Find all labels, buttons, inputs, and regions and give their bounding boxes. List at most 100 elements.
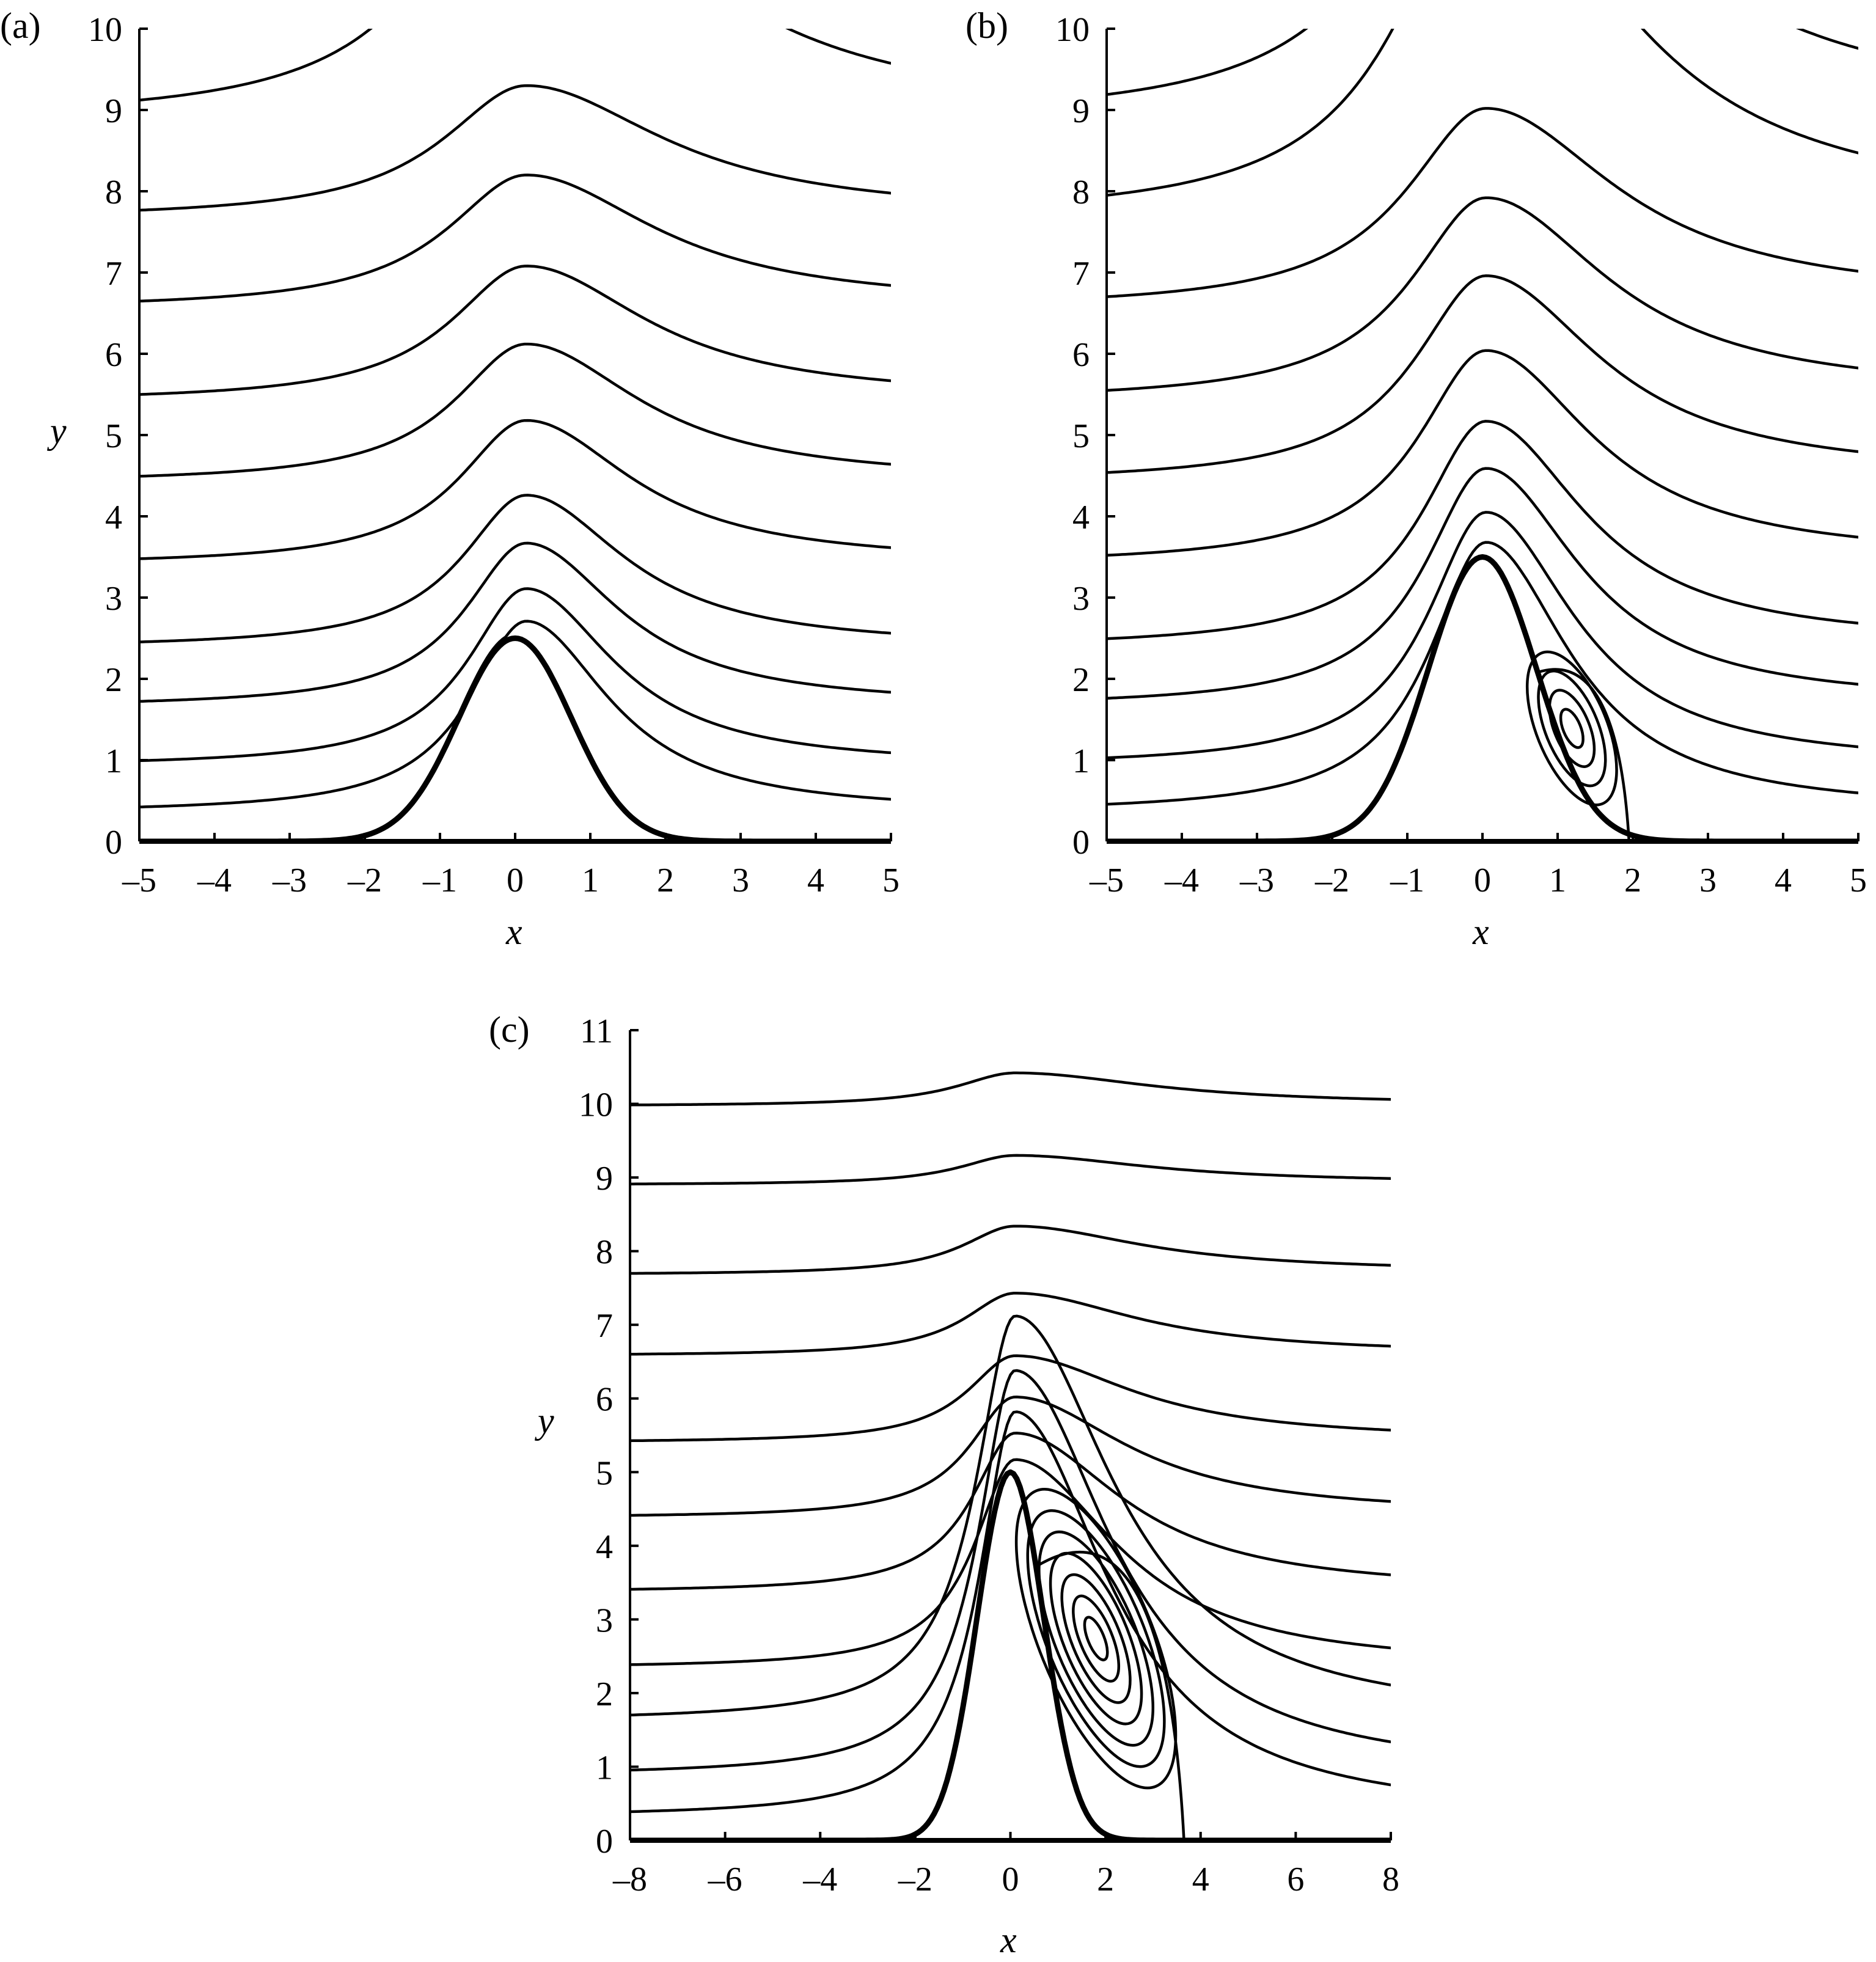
panel-a-label: (a) (0, 5, 41, 46)
panel-c-label: (c) (489, 1009, 530, 1050)
streamline (1107, 541, 1858, 806)
y-tick-label: 0 (596, 1823, 613, 1861)
bump-surface (630, 1469, 1391, 1840)
x-tick-label: 2 (1097, 1861, 1114, 1898)
y-tick-label: 9 (1072, 92, 1090, 130)
vortex-contour (1038, 1530, 1155, 1747)
y-tick-label: 9 (105, 92, 122, 130)
streamline (630, 1410, 1391, 1814)
streamline (630, 1224, 1391, 1275)
y-tick-label: 1 (596, 1749, 613, 1787)
panel-c: (c) y x –8 –6 –4 –2 0 2 4 6 8 0 1 2 3 4 5 6 7 8 9 10 11 (489, 1009, 1399, 1960)
streamline (139, 84, 891, 212)
x-tick-label: –5 (1089, 862, 1124, 899)
y-tick-label: 4 (596, 1528, 613, 1566)
x-tick-label: –4 (802, 1861, 837, 1898)
y-tick-label: 3 (1072, 580, 1090, 618)
x-tick-label: 1 (582, 862, 599, 899)
streamline (1107, 420, 1858, 640)
x-tick-label: –2 (1314, 862, 1349, 899)
panel-b: (b) x –5 –4 –3 –2 –1 0 1 2 3 4 5 0 1 2 3 4 5 6 7 8 9 10 (965, 5, 1867, 952)
streamline (139, 541, 891, 703)
streamline (1107, 349, 1858, 557)
streamline (1107, 196, 1858, 392)
bump-surface (1107, 554, 1858, 841)
streamline (1107, 29, 1858, 96)
panel-c-streamlines (630, 1071, 1391, 1840)
x-tick-label: 3 (732, 862, 749, 899)
y-tick-label: 11 (580, 1012, 613, 1050)
streamline (139, 174, 891, 303)
panel-c-axes: –8 –6 –4 –2 0 2 4 6 8 0 1 2 3 4 5 6 7 8 9 10 11 (579, 1012, 1399, 1898)
streamline (630, 1071, 1391, 1107)
panel-a-streamlines (139, 29, 891, 841)
y-tick-label: 0 (1072, 824, 1090, 862)
streamline (630, 1432, 1391, 1591)
x-tick-label: 0 (1002, 1861, 1019, 1898)
streamline (630, 1292, 1391, 1356)
streamline (1107, 107, 1858, 298)
y-tick-label: 9 (596, 1160, 613, 1198)
y-tick-label: 7 (1072, 255, 1090, 293)
x-tick-label: 2 (1624, 862, 1641, 899)
x-tick-label: –3 (272, 862, 307, 899)
panel-a: (a) y x –5 –4 –3 –2 –1 0 1 2 3 4 5 0 1 2 3 4 5 6 7 8 9 10 (0, 5, 900, 952)
x-tick-label: 5 (882, 862, 900, 899)
y-tick-label: 10 (579, 1086, 613, 1124)
y-tick-label: 4 (105, 499, 122, 536)
streamline (630, 1458, 1391, 1666)
y-tick-label: 1 (1072, 742, 1090, 780)
y-tick-label: 5 (596, 1454, 613, 1492)
x-tick-label: 4 (1775, 862, 1792, 899)
streamline (630, 1369, 1391, 1772)
bump-surface (139, 635, 891, 841)
y-tick-label: 3 (596, 1601, 613, 1639)
vortex-contour (1083, 1616, 1109, 1661)
x-tick-label: –2 (898, 1861, 933, 1898)
panel-a-ylabel: y (46, 411, 67, 451)
streamline (139, 29, 891, 102)
streamline (139, 620, 891, 808)
y-tick-label: 2 (1072, 661, 1090, 699)
x-tick-label: 4 (807, 862, 824, 899)
x-tick-label: 5 (1850, 862, 1867, 899)
x-tick-label: –1 (1390, 862, 1424, 899)
panel-b-xlabel: x (1472, 912, 1489, 952)
vortex-contour (1525, 650, 1618, 807)
panel-a-axes: –5 –4 –3 –2 –1 0 1 2 3 4 5 0 1 2 3 4 5 6 7 8 9 10 (88, 11, 900, 899)
vortex-contour (1060, 1573, 1132, 1704)
panel-c-xlabel: x (1000, 1920, 1017, 1960)
separatrix (1538, 668, 1631, 841)
vortex-contour (1537, 669, 1607, 788)
panel-b-streamlines (1107, 29, 1858, 841)
streamline (139, 265, 891, 396)
streamline (139, 419, 891, 560)
x-tick-label: 8 (1382, 1861, 1399, 1898)
streamline (139, 494, 891, 643)
streamline (139, 587, 891, 763)
x-tick-label: 6 (1287, 1861, 1304, 1898)
panel-c-ylabel: y (534, 1400, 554, 1441)
x-tick-label: –3 (1239, 862, 1274, 899)
x-tick-label: –4 (1164, 862, 1199, 899)
y-tick-label: 6 (105, 336, 122, 374)
y-tick-label: 6 (1072, 336, 1090, 374)
y-tick-label: 10 (1055, 11, 1090, 49)
vortex-contour (1548, 689, 1596, 768)
streamline (630, 1314, 1391, 1717)
streamline (1107, 274, 1858, 474)
streamline (630, 1354, 1391, 1443)
x-tick-label: 0 (1474, 862, 1491, 899)
streamline (139, 342, 891, 478)
x-tick-label: –2 (347, 862, 382, 899)
vortex-contour (1072, 1594, 1121, 1683)
panel-b-label: (b) (965, 5, 1008, 46)
y-tick-label: 2 (105, 661, 122, 699)
separatrix (1036, 1550, 1185, 1840)
y-tick-label: 8 (1072, 174, 1090, 211)
y-tick-label: 10 (88, 11, 122, 49)
streamline (630, 1154, 1391, 1185)
y-tick-label: 2 (596, 1675, 613, 1713)
x-tick-label: 4 (1192, 1861, 1209, 1898)
